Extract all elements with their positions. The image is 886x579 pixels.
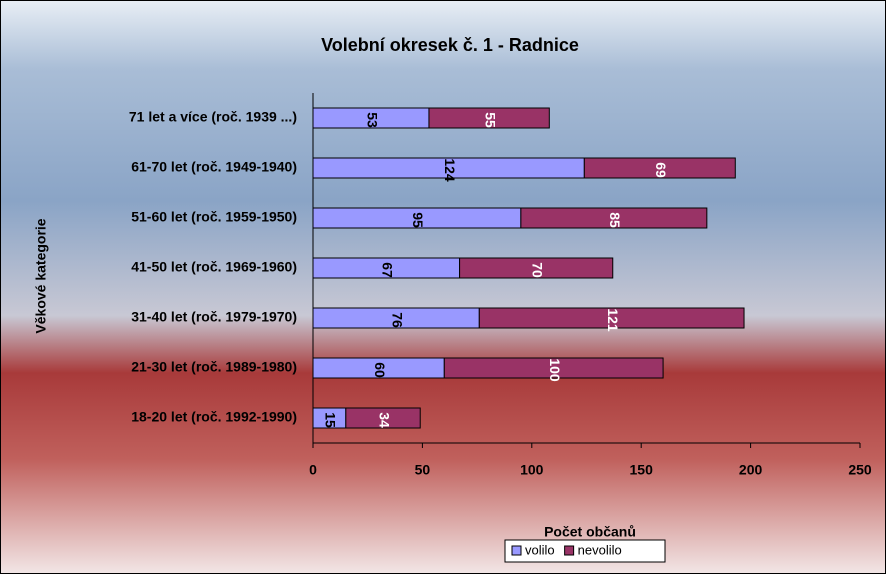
bar-segment xyxy=(345,407,421,429)
x-tick-label: 200 xyxy=(739,462,763,478)
x-tick-label: 0 xyxy=(309,462,317,478)
bar-segment xyxy=(443,357,664,379)
y-tick-label: 61-70 let (roč. 1949-1940) xyxy=(131,159,297,175)
data-label: 121 xyxy=(605,308,621,332)
bar-segment xyxy=(583,157,736,179)
data-label: 69 xyxy=(653,162,669,178)
x-tick-label: 50 xyxy=(415,462,431,478)
legend-swatch xyxy=(564,545,575,556)
legend-swatch xyxy=(511,545,522,556)
data-label: 15 xyxy=(323,412,339,428)
bar-segment xyxy=(520,207,708,229)
data-label: 76 xyxy=(389,312,405,328)
data-label: 55 xyxy=(482,112,498,128)
data-label: 124 xyxy=(442,158,458,182)
data-label: 85 xyxy=(607,212,623,228)
x-tick-label: 100 xyxy=(520,462,544,478)
bar-segment xyxy=(459,257,614,279)
chart-title: Volební okresek č. 1 - Radnice xyxy=(321,35,579,55)
y-tick-label: 31-40 let (roč. 1979-1970) xyxy=(131,309,297,325)
data-label: 95 xyxy=(410,212,426,228)
y-tick-label: 51-60 let (roč. 1959-1950) xyxy=(131,209,297,225)
data-label: 100 xyxy=(547,358,563,382)
data-label: 34 xyxy=(376,412,392,428)
x-tick-label: 250 xyxy=(848,462,872,478)
data-label: 70 xyxy=(529,262,545,278)
y-axis-title: Věkové kategorie xyxy=(33,218,49,333)
data-label: 60 xyxy=(372,362,388,378)
data-label: 67 xyxy=(380,262,396,278)
y-tick-label: 21-30 let (roč. 1989-1980) xyxy=(131,359,297,375)
x-axis-title: Počet občanů xyxy=(544,524,636,540)
legend-label: volilo xyxy=(525,542,555,557)
bar-segment xyxy=(478,307,745,329)
legend xyxy=(504,539,666,563)
y-tick-label: 18-20 let (roč. 1992-1990) xyxy=(131,409,297,425)
bar-segment xyxy=(428,107,550,129)
y-tick-label: 71 let a více (roč. 1939 ...) xyxy=(129,109,297,125)
legend-label: nevolilo xyxy=(578,542,622,557)
x-tick-label: 150 xyxy=(630,462,654,478)
data-label: 53 xyxy=(364,112,380,128)
y-tick-label: 41-50 let (roč. 1969-1960) xyxy=(131,259,297,275)
